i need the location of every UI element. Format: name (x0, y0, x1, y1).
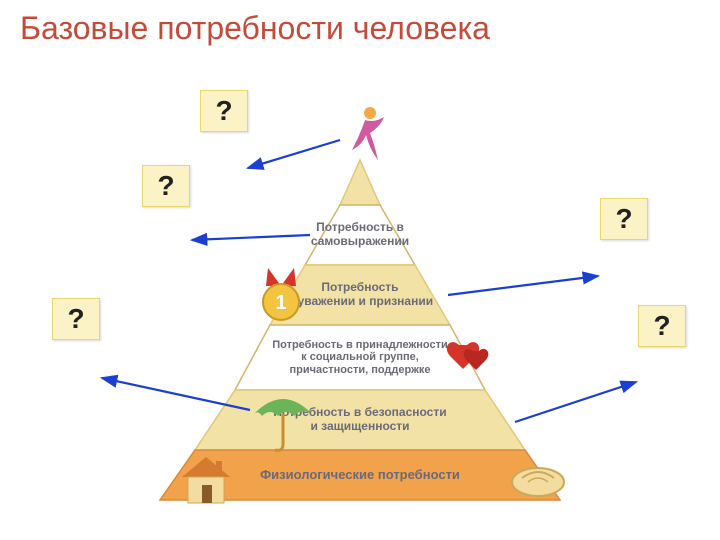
question-box-3: ? (52, 298, 100, 340)
bread-icon (508, 460, 568, 500)
pyramid-level-label-0: Физиологические потребности (254, 466, 466, 485)
hearts-icon (445, 335, 495, 377)
svg-text:1: 1 (275, 292, 286, 314)
medal-icon: 1 (258, 268, 304, 324)
pyramid-level-label-4: Потребность всамовыражении (305, 219, 415, 251)
umbrella-icon (248, 390, 318, 454)
question-box-0: ? (200, 90, 248, 132)
pyramid-level-label-3: Потребностьв уважении и признании (281, 279, 439, 311)
pyramid-level-label-2: Потребность в принадлежностик социальной… (266, 337, 454, 379)
page-title: Базовые потребности человека (0, 0, 720, 57)
house-icon (178, 455, 234, 507)
pyramid-level-4: Потребность всамовыражении (285, 205, 435, 265)
dancer-icon (340, 105, 390, 165)
question-box-2: ? (600, 198, 648, 240)
question-box-1: ? (142, 165, 190, 207)
diagram-stage: Физиологические потребности Потребность в… (0, 60, 720, 540)
question-box-4: ? (638, 305, 686, 347)
pyramid-level-1: Потребность в безопасностии защищенности (175, 390, 545, 450)
